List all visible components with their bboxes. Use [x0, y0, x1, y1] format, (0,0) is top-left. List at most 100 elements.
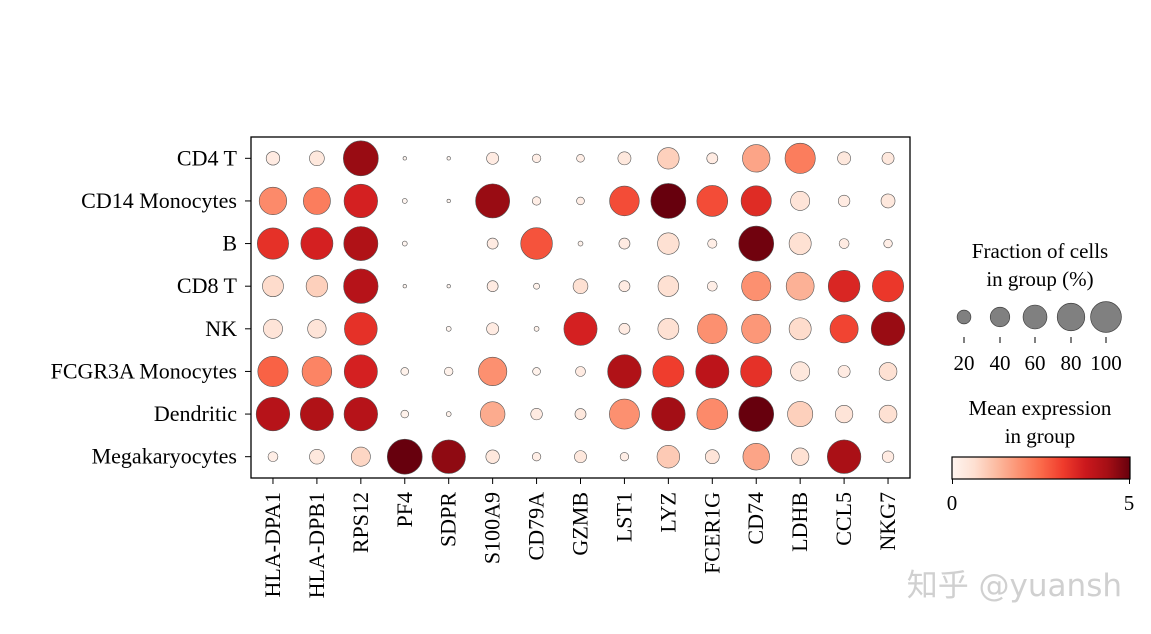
dot-SDPR-NK — [445, 326, 452, 332]
dot-HLA-DPA1-Megakaryocytes — [267, 451, 279, 462]
dot-HLA-DPB1-CD4-T — [309, 150, 325, 167]
gene-label: GZMB — [568, 492, 593, 556]
dot-NKG7-CD8-T — [872, 270, 904, 303]
size-legend-title-line2: in group (%) — [986, 267, 1093, 291]
dot-SDPR-CD14-Monocytes — [446, 198, 451, 203]
dot-HLA-DPA1-FCGR3A-Monocytes — [257, 355, 289, 387]
dot-NKG7-FCGR3A-Monocytes — [878, 362, 898, 381]
dot-RPS12-B — [343, 226, 379, 261]
dot-GZMB-CD4-T — [576, 154, 585, 163]
dot-LDHB-CD8-T — [785, 271, 815, 301]
dot-HLA-DPA1-CD4-T — [265, 151, 281, 166]
dot-FCER1G-CD14-Monocytes — [696, 185, 729, 217]
size-legend-label: 80 — [1061, 351, 1082, 375]
dot-LDHB-CD14-Monocytes — [790, 191, 811, 211]
dot-LDHB-Dendritic — [787, 401, 814, 427]
dot-LDHB-CD4-T — [784, 142, 816, 174]
group-label: Dendritic — [154, 401, 237, 426]
dot-S100A9-Megakaryocytes — [485, 449, 500, 464]
dot-CCL5-FCGR3A-Monocytes — [837, 365, 851, 378]
dot-LYZ-FCGR3A-Monocytes — [652, 355, 685, 388]
gene-label: SDPR — [436, 492, 461, 547]
dot-FCER1G-CD8-T — [707, 280, 718, 292]
dot-RPS12-FCGR3A-Monocytes — [343, 354, 378, 389]
dot-RPS12-CD14-Monocytes — [343, 183, 378, 219]
gene-label: PF4 — [392, 492, 417, 527]
dot-GZMB-NK — [563, 311, 598, 346]
dot-LYZ-Megakaryocytes — [656, 445, 681, 469]
dot-S100A9-B — [486, 237, 499, 250]
dot-LYZ-B — [657, 232, 680, 255]
group-label: CD14 Monocytes — [81, 188, 237, 213]
dot-CD74-CD4-T — [742, 144, 771, 173]
dot-RPS12-CD8-T — [343, 268, 379, 304]
dot-matrix — [255, 140, 906, 475]
dot-CD79A-CD4-T — [531, 153, 542, 163]
dot-HLA-DPB1-NK — [307, 319, 327, 339]
gene-label: LDHB — [787, 492, 812, 552]
size-legend-label: 40 — [990, 351, 1011, 375]
group-label: NK — [205, 316, 237, 341]
dot-GZMB-FCGR3A-Monocytes — [575, 366, 586, 377]
dot-LDHB-NK — [788, 317, 812, 341]
dot-CD79A-Dendritic — [530, 407, 543, 421]
group-label: Megakaryocytes — [92, 444, 237, 469]
colorbar-min-label: 0 — [947, 491, 958, 515]
dot-RPS12-NK — [344, 312, 378, 346]
dot-LST1-Dendritic — [609, 398, 640, 430]
dot-HLA-DPB1-Dendritic — [299, 397, 334, 431]
color-legend-title-line1: Mean expression — [969, 396, 1112, 420]
dot-HLA-DPA1-Dendritic — [255, 396, 291, 432]
dot-GZMB-Dendritic — [574, 408, 587, 420]
dot-LDHB-Megakaryocytes — [791, 447, 810, 466]
colorbar-max-label: 5 — [1124, 491, 1135, 515]
dot-NKG7-Dendritic — [878, 404, 898, 424]
color-legend: Mean expression in group 0 5 — [947, 396, 1135, 515]
dot-S100A9-CD4-T — [486, 151, 499, 165]
dot-LST1-CD14-Monocytes — [609, 185, 640, 217]
dot-LST1-NK — [618, 322, 631, 335]
dot-NKG7-NK — [870, 311, 906, 346]
dot-HLA-DPB1-B — [300, 227, 334, 260]
dot-SDPR-CD8-T — [446, 284, 451, 289]
gene-label: HLA-DPB1 — [304, 492, 329, 598]
dot-FCER1G-FCGR3A-Monocytes — [695, 354, 730, 389]
size-legend-label: 60 — [1025, 351, 1046, 375]
colorbar — [951, 456, 1131, 480]
dot-S100A9-FCGR3A-Monocytes — [478, 356, 508, 386]
dot-FCER1G-CD4-T — [706, 152, 719, 165]
dot-CD74-CD14-Monocytes — [740, 185, 772, 217]
dot-NKG7-CD4-T — [881, 151, 895, 165]
gene-labels: HLA-DPA1 HLA-DPB1 RPS12 PF4 SDPR S100A9 CD79A G… — [260, 492, 900, 599]
gene-label: FCER1G — [699, 492, 724, 574]
size-legend-dot — [956, 309, 972, 325]
size-legend-dot — [1090, 301, 1122, 333]
dot-LST1-Megakaryocytes — [619, 452, 630, 462]
dot-HLA-DPB1-FCGR3A-Monocytes — [301, 356, 333, 387]
dot-CD74-Dendritic — [738, 396, 775, 432]
dot-NKG7-B — [883, 238, 893, 249]
dot-LDHB-B — [788, 232, 812, 255]
dot-FCER1G-Megakaryocytes — [704, 449, 720, 464]
size-legend-title-line1: Fraction of cells — [972, 239, 1108, 263]
dot-CCL5-B — [838, 238, 850, 249]
dot-LYZ-NK — [657, 318, 680, 340]
dot-GZMB-B — [577, 240, 584, 247]
dot-CD79A-Megakaryocytes — [531, 452, 542, 462]
gene-label: RPS12 — [348, 492, 373, 553]
dot-SDPR-Megakaryocytes — [431, 439, 466, 474]
group-label: CD4 T — [177, 145, 238, 170]
dot-SDPR-Dendritic — [445, 411, 452, 417]
dot-LYZ-CD8-T — [657, 275, 680, 297]
size-legend-dot — [1022, 304, 1048, 330]
dot-CCL5-CD4-T — [837, 151, 851, 166]
group-label: CD8 T — [177, 273, 238, 298]
gene-label: LST1 — [611, 492, 636, 542]
gene-label: HLA-DPA1 — [260, 492, 285, 598]
dot-CD79A-CD14-Monocytes — [531, 196, 542, 206]
dot-CCL5-NK — [829, 314, 859, 344]
dot-CCL5-CD14-Monocytes — [837, 194, 851, 208]
dot-RPS12-Megakaryocytes — [350, 446, 371, 467]
dot-CCL5-Dendritic — [835, 405, 854, 424]
